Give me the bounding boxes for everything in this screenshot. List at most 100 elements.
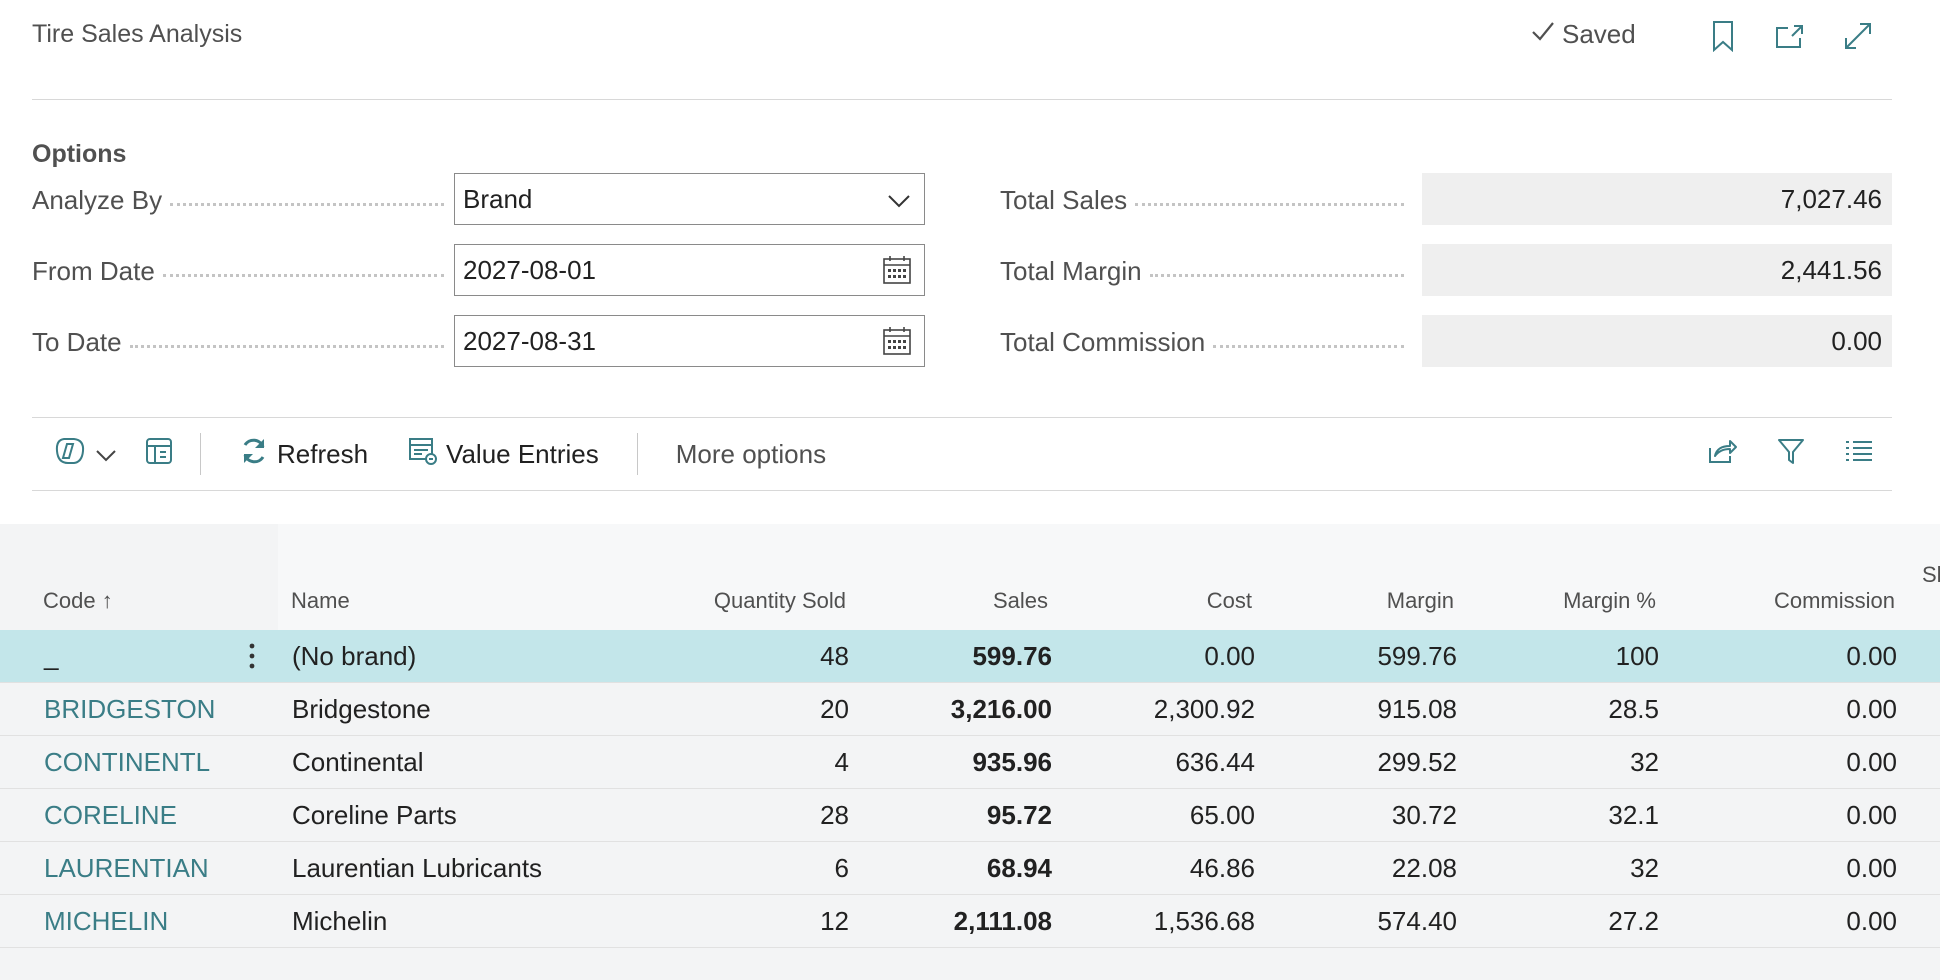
table-row[interactable]: LAURENTIAN Laurentian Lubricants 6 68.94… — [0, 842, 1940, 895]
leader-dots — [170, 202, 444, 206]
open-new-window-icon[interactable] — [1772, 18, 1808, 54]
sales-cell: 2,111.08 — [953, 905, 1052, 936]
calendar-icon[interactable] — [882, 326, 912, 363]
filter-button[interactable] — [1776, 418, 1806, 490]
column-header-margin-pct[interactable]: Margin % — [1563, 588, 1656, 613]
from-date-input[interactable]: 2027-08-01 — [454, 244, 925, 296]
commission-cell: 0.00 — [1846, 693, 1897, 724]
cost-cell: 0.00 — [1204, 640, 1255, 671]
margin-cell: 599.76 — [1377, 640, 1457, 671]
filter-icon — [1776, 436, 1806, 473]
total-commission-field-row: Total Commission — [1000, 316, 1412, 368]
code-cell[interactable]: _ — [44, 640, 59, 671]
table-row[interactable]: CORELINE Coreline Parts 28 95.72 65.00 3… — [0, 789, 1940, 842]
checkmark-icon — [1530, 18, 1556, 51]
chevron-down-icon — [94, 439, 118, 470]
margin-pct-cell: 32.1 — [1608, 799, 1659, 830]
from-date-field-row: From Date — [32, 245, 452, 297]
code-link[interactable]: BRIDGESTON — [44, 693, 216, 724]
commission-cell: 0.00 — [1846, 746, 1897, 777]
leader-dots — [1213, 344, 1404, 348]
calendar-icon[interactable] — [882, 255, 912, 292]
column-header-quantity-sold[interactable]: Quantity Sold — [713, 588, 846, 613]
refresh-button[interactable]: Refresh — [239, 418, 368, 490]
code-link[interactable]: CORELINE — [44, 799, 177, 830]
column-header-code[interactable]: Code ↑ — [43, 588, 113, 613]
quantity-cell: 48 — [820, 640, 849, 671]
margin-pct-cell: 28.5 — [1608, 693, 1659, 724]
sales-cell: 599.76 — [972, 640, 1052, 671]
sort-ascending-icon: ↑ — [101, 588, 113, 613]
expand-icon[interactable] — [1840, 18, 1876, 54]
column-header-truncated[interactable]: Sh — [1922, 562, 1940, 587]
sales-cell: 68.94 — [986, 852, 1052, 883]
page-title: Tire Sales Analysis — [32, 20, 243, 48]
code-link[interactable]: LAURENTIAN — [44, 852, 209, 883]
list-view-button[interactable] — [1844, 418, 1874, 490]
commission-cell: 0.00 — [1846, 852, 1897, 883]
cost-cell: 65.00 — [1189, 799, 1255, 830]
name-cell: Continental — [292, 746, 424, 777]
table-row[interactable]: BRIDGESTON Bridgestone 20 3,216.00 2,300… — [0, 683, 1940, 736]
edit-list-icon — [144, 436, 174, 473]
code-link[interactable]: MICHELIN — [44, 905, 169, 936]
column-header-cost[interactable]: Cost — [1206, 588, 1252, 613]
name-cell: (No brand) — [292, 640, 417, 671]
to-date-label: To Date — [32, 326, 122, 357]
row-menu-icon[interactable] — [240, 630, 264, 682]
total-sales-field-row: Total Sales — [1000, 174, 1412, 226]
value-entries-label: Value Entries — [446, 438, 599, 469]
quantity-cell: 28 — [820, 799, 849, 830]
total-sales-value: 7,027.46 — [1422, 173, 1892, 225]
quantity-cell: 20 — [820, 693, 849, 724]
total-sales-label: Total Sales — [1000, 184, 1128, 215]
sales-grid — [0, 524, 1940, 980]
margin-pct-cell: 32 — [1630, 746, 1659, 777]
column-header-margin[interactable]: Margin — [1386, 588, 1454, 613]
total-margin-value: 2,441.56 — [1422, 244, 1892, 296]
from-date-value: 2027-08-01 — [463, 254, 596, 285]
to-date-input[interactable]: 2027-08-31 — [454, 315, 925, 367]
code-link[interactable]: CONTINENTL — [44, 746, 211, 777]
list-view-icon — [1844, 438, 1874, 471]
edit-list-button[interactable] — [144, 418, 174, 490]
share-button[interactable] — [1706, 418, 1738, 490]
margin-cell: 22.08 — [1391, 852, 1457, 883]
name-cell: Coreline Parts — [292, 799, 457, 830]
analyze-by-select[interactable]: Brand — [454, 173, 925, 225]
value-entries-icon — [408, 436, 438, 473]
value-entries-button[interactable]: Value Entries — [408, 418, 599, 490]
options-section-label: Options — [32, 140, 127, 168]
header-divider — [32, 99, 1892, 100]
copilot-menu-button[interactable] — [54, 418, 118, 490]
sales-cell: 935.96 — [972, 746, 1052, 777]
options-divider — [32, 417, 1892, 418]
margin-cell: 299.52 — [1377, 746, 1457, 777]
leader-dots — [129, 344, 444, 348]
table-row[interactable]: CONTINENTL Continental 4 935.96 636.44 2… — [0, 736, 1940, 789]
total-commission-value: 0.00 — [1422, 315, 1892, 367]
table-row[interactable]: MICHELIN Michelin 12 2,111.08 1,536.68 5… — [0, 895, 1940, 948]
cost-cell: 2,300.92 — [1153, 693, 1255, 724]
toolbar-separator — [636, 433, 638, 475]
column-header-name[interactable]: Name — [291, 588, 350, 613]
margin-pct-cell: 27.2 — [1608, 905, 1659, 936]
saved-label: Saved — [1562, 19, 1636, 49]
name-cell: Michelin — [292, 905, 388, 936]
more-options-button[interactable]: More options — [676, 418, 826, 490]
more-options-label: More options — [675, 438, 827, 469]
cost-cell: 46.86 — [1189, 852, 1255, 883]
table-row[interactable]: _ (No brand) 48 599.76 0.00 599.76 100 0… — [0, 630, 1940, 683]
bookmark-icon[interactable] — [1705, 18, 1741, 54]
leader-dots — [162, 273, 444, 277]
column-header-sales[interactable]: Sales — [992, 588, 1048, 613]
column-header-commission[interactable]: Commission — [1773, 588, 1895, 613]
total-margin-field-row: Total Margin — [1000, 245, 1412, 297]
commission-cell: 0.00 — [1846, 905, 1897, 936]
action-toolbar: Refresh Value Entries More options — [32, 418, 1892, 490]
quantity-cell: 12 — [820, 905, 849, 936]
commission-cell: 0.00 — [1846, 640, 1897, 671]
saved-status: Saved — [1530, 18, 1636, 51]
to-date-field-row: To Date — [32, 316, 452, 368]
margin-cell: 915.08 — [1377, 693, 1457, 724]
